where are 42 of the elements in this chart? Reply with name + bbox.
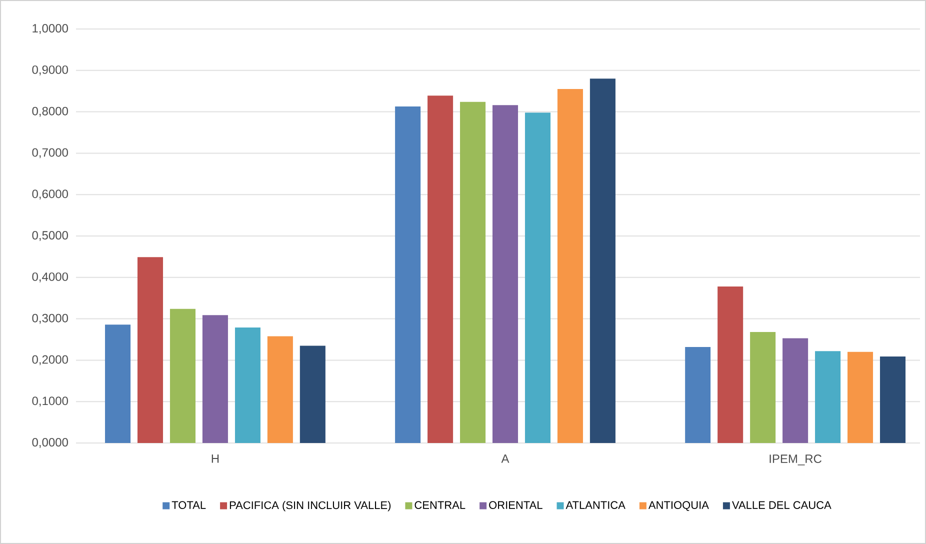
- bar: [524, 112, 550, 443]
- legend-label: ATLANTICA: [566, 501, 626, 509]
- legend-label: VALLE DEL CAUCA: [732, 501, 832, 509]
- bar: [428, 96, 454, 443]
- bar: [300, 346, 326, 443]
- y-tick-label: 0,4000: [32, 272, 68, 282]
- legend-label: ORIENTAL: [489, 501, 542, 509]
- bar: [880, 356, 906, 443]
- y-tick-label: 0,0000: [32, 438, 68, 448]
- y-tick-label: 0,6000: [32, 190, 68, 200]
- bar: [234, 327, 260, 443]
- y-tick-label: 0,7000: [32, 148, 68, 158]
- bar: [202, 315, 228, 443]
- bar: [782, 338, 808, 443]
- x-tick-label: A: [501, 454, 510, 463]
- bar: [267, 336, 293, 443]
- bar: [170, 308, 196, 443]
- bar: [460, 102, 486, 443]
- legend-label: TOTAL: [172, 501, 206, 509]
- bar: [395, 106, 421, 443]
- x-tick-label: H: [212, 454, 219, 463]
- y-tick-label: 0,9000: [32, 65, 68, 76]
- bar: [750, 332, 776, 443]
- bar: [848, 352, 874, 443]
- y-tick-label: 0,2000: [32, 355, 68, 366]
- bar: [137, 257, 164, 443]
- y-tick-label: 0,1000: [32, 396, 68, 407]
- legend-label: CENTRAL: [414, 501, 466, 509]
- legend-label: PACIFICA (SIN INCLUIR VALLE): [230, 501, 391, 512]
- y-tick-label: 1,0000: [32, 24, 68, 34]
- bar: [815, 351, 841, 443]
- bar: [105, 324, 131, 443]
- y-tick-label: 0,3000: [32, 314, 68, 324]
- y-tick-label: 0,5000: [32, 231, 68, 241]
- bar: [718, 286, 744, 443]
- bar: [557, 89, 583, 443]
- x-tick-label: IPEM_RC: [770, 454, 822, 466]
- legend-label: ANTIOQUIA: [648, 501, 709, 511]
- bar: [685, 346, 711, 443]
- y-tick-label: 0,8000: [32, 106, 68, 117]
- bar: [492, 105, 518, 443]
- bar: [590, 78, 616, 443]
